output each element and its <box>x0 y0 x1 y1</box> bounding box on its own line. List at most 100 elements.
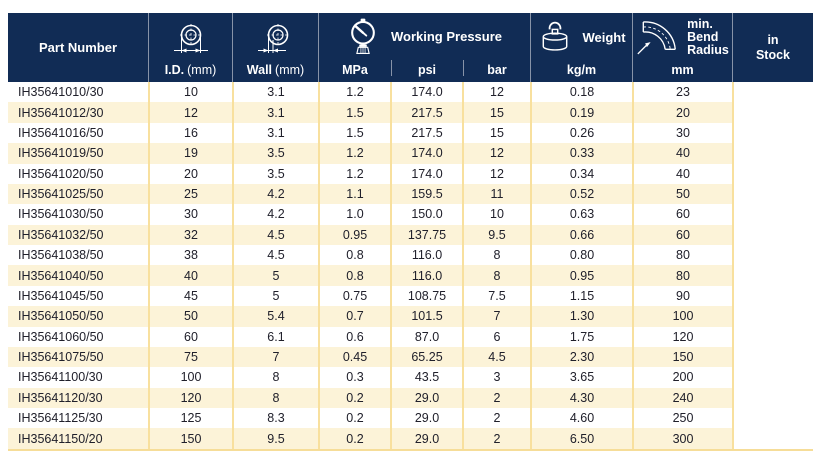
cell-wall_mm: 5.4 <box>232 306 318 327</box>
header-part-number: Part Number <box>8 13 148 82</box>
cell-id_mm: 32 <box>148 224 232 245</box>
cell-mpa: 0.75 <box>318 285 390 307</box>
cell-kg_per_m: 0.63 <box>530 204 632 225</box>
cell-kg_per_m: 0.19 <box>530 102 632 123</box>
table-row: IH35641045/50 45 5 0.75 108.75 7.5 1.15 90 <box>8 285 813 307</box>
cell-in_stock <box>732 346 813 368</box>
cell-kg_per_m: 0.18 <box>530 82 632 103</box>
part-number-cell: IH35641045/50 <box>8 285 148 307</box>
cell-kg_per_m: 0.95 <box>530 265 632 286</box>
cell-bend_radius_mm: 200 <box>632 367 732 388</box>
part-number-cell: IH35641060/50 <box>8 326 148 347</box>
weight-icon <box>537 21 573 54</box>
header-in-stock: in Stock <box>732 13 813 82</box>
cell-id_mm: 45 <box>148 285 232 307</box>
part-number-cell: IH35641030/50 <box>8 204 148 225</box>
cell-mpa: 1.2 <box>318 82 390 103</box>
cell-wall_mm: 4.2 <box>232 204 318 225</box>
cell-wall_mm: 6.1 <box>232 326 318 347</box>
table-row: IH35641032/50 32 4.5 0.95 137.75 9.5 0.66 60 <box>8 224 813 245</box>
cell-id_mm: 25 <box>148 183 232 205</box>
table-row: IH35641019/50 19 3.5 1.2 174.0 12 0.33 40 <box>8 143 813 164</box>
cell-wall_mm: 7 <box>232 346 318 368</box>
cell-id_mm: 50 <box>148 306 232 327</box>
cell-bar: 15 <box>462 122 530 144</box>
cell-psi: 65.25 <box>390 346 462 368</box>
cell-in_stock <box>732 82 813 103</box>
cell-psi: 108.75 <box>390 285 462 307</box>
inner-diameter-icon <box>149 13 232 58</box>
table-header: Part Number I.D. (mm) <box>8 13 813 82</box>
cell-id_mm: 19 <box>148 143 232 164</box>
cell-bend_radius_mm: 20 <box>632 102 732 123</box>
part-number-cell: IH35641010/30 <box>8 82 148 103</box>
cell-id_mm: 12 <box>148 102 232 123</box>
part-number-cell: IH35641125/30 <box>8 408 148 429</box>
header-bend-radius: min. Bend Radius mm <box>632 13 732 82</box>
cell-kg_per_m: 0.33 <box>530 143 632 164</box>
cell-kg_per_m: 0.34 <box>530 163 632 184</box>
cell-bar: 12 <box>462 82 530 103</box>
table-row: IH35641150/20 150 9.5 0.2 29.0 2 6.50 300 <box>8 428 813 449</box>
cell-kg_per_m: 4.60 <box>530 408 632 429</box>
in-stock-line2: Stock <box>755 47 791 62</box>
part-number-cell: IH35641040/50 <box>8 265 148 286</box>
cell-bar: 12 <box>462 163 530 184</box>
cell-bar: 12 <box>462 143 530 164</box>
table-row: IH35641012/30 12 3.1 1.5 217.5 15 0.19 20 <box>8 102 813 123</box>
part-number-cell: IH35641032/50 <box>8 224 148 245</box>
cell-kg_per_m: 1.30 <box>530 306 632 327</box>
cell-bar: 4.5 <box>462 346 530 368</box>
cell-bar: 11 <box>462 183 530 205</box>
wall-column-label: Wall (mm) <box>233 58 318 82</box>
cell-bend_radius_mm: 90 <box>632 285 732 307</box>
cell-kg_per_m: 3.65 <box>530 367 632 388</box>
part-number-cell: IH35641100/30 <box>8 367 148 388</box>
id-label: I.D. <box>164 63 185 77</box>
part-number-cell: IH35641020/50 <box>8 163 148 184</box>
wall-thickness-icon <box>233 13 318 58</box>
cell-in_stock <box>732 408 813 429</box>
cell-kg_per_m: 0.80 <box>530 245 632 266</box>
cell-id_mm: 150 <box>148 428 232 449</box>
cell-wall_mm: 8 <box>232 367 318 388</box>
weight-unit-label: kg/m <box>566 63 597 77</box>
wall-label: Wall <box>246 63 273 77</box>
cell-psi: 101.5 <box>390 306 462 327</box>
cell-mpa: 0.8 <box>318 245 390 266</box>
cell-wall_mm: 4.5 <box>232 245 318 266</box>
bend-unit-label: mm <box>671 63 694 77</box>
header-wall: Wall (mm) <box>232 13 318 82</box>
cell-mpa: 1.5 <box>318 122 390 144</box>
id-column-label: I.D. (mm) <box>149 58 232 82</box>
cell-bar: 10 <box>462 204 530 225</box>
cell-bend_radius_mm: 80 <box>632 245 732 266</box>
cell-mpa: 1.0 <box>318 204 390 225</box>
cell-in_stock <box>732 245 813 266</box>
cell-psi: 137.75 <box>390 224 462 245</box>
id-unit: (mm) <box>187 63 217 77</box>
cell-bar: 15 <box>462 102 530 123</box>
cell-mpa: 1.5 <box>318 102 390 123</box>
table-row: IH35641010/30 10 3.1 1.2 174.0 12 0.18 23 <box>8 82 813 103</box>
cell-kg_per_m: 0.66 <box>530 224 632 245</box>
cell-kg_per_m: 4.30 <box>530 387 632 408</box>
cell-mpa: 0.2 <box>318 428 390 449</box>
cell-bend_radius_mm: 100 <box>632 306 732 327</box>
table-row: IH35641075/50 75 7 0.45 65.25 4.5 2.30 150 <box>8 346 813 368</box>
cell-in_stock <box>732 224 813 245</box>
table-row: IH35641020/50 20 3.5 1.2 174.0 12 0.34 40 <box>8 163 813 184</box>
cell-mpa: 0.95 <box>318 224 390 245</box>
bend-line-bend: Bend <box>687 29 719 44</box>
working-pressure-title: Working Pressure <box>390 29 503 44</box>
cell-wall_mm: 4.5 <box>232 224 318 245</box>
table-row: IH35641120/30 120 8 0.2 29.0 2 4.30 240 <box>8 387 813 408</box>
cell-bar: 3 <box>462 367 530 388</box>
cell-bar: 8 <box>462 245 530 266</box>
cell-bend_radius_mm: 60 <box>632 204 732 225</box>
part-number-cell: IH35641019/50 <box>8 143 148 164</box>
part-number-cell: IH35641016/50 <box>8 122 148 144</box>
cell-psi: 116.0 <box>390 245 462 266</box>
pressure-subheaders: MPa psi bar <box>319 58 530 82</box>
part-number-cell: IH35641038/50 <box>8 245 148 266</box>
